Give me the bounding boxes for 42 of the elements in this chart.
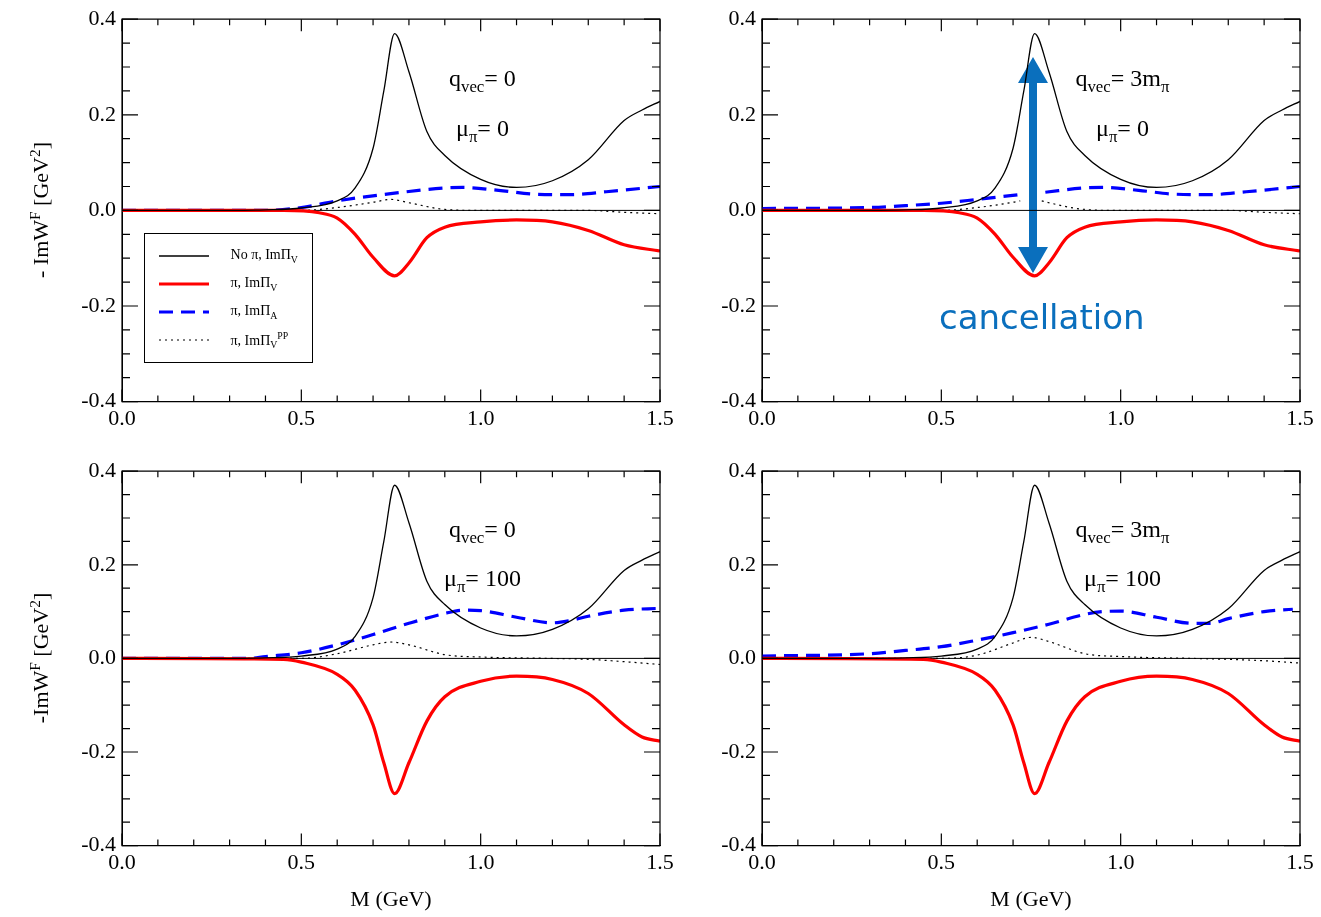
- x-axis-title: M (GeV): [990, 886, 1072, 912]
- y-tick-label: 0.2: [728, 100, 756, 126]
- y-tick-label: -0.2: [81, 291, 116, 317]
- x-tick-label: 1.5: [1286, 848, 1314, 874]
- x-axis-title: M (GeV): [350, 886, 432, 912]
- legend-label: No π, ImΠ$_{V}$: [230, 247, 298, 266]
- y-tick-label: -0.2: [721, 737, 756, 763]
- y-tick-label: 0.2: [728, 550, 756, 576]
- legend-label: π, ImΠ$_{A}$: [230, 303, 278, 322]
- y-tick-label: 0.4: [728, 456, 756, 482]
- annotation: q$_{vec}$= 3m$_{π}$: [1075, 516, 1170, 548]
- y-tick-label: 0.0: [88, 644, 116, 670]
- x-tick-label: 1.5: [1286, 404, 1314, 430]
- y-tick-label: -0.2: [721, 291, 756, 317]
- x-tick-label: 0.5: [927, 848, 956, 874]
- y-tick-label: 0.4: [88, 4, 116, 30]
- annotation: cancellation: [938, 297, 1145, 338]
- x-tick-label: 1.0: [1106, 404, 1135, 430]
- annotation: q$_{vec}$= 0: [449, 516, 516, 548]
- annotation: μ$_{π}$= 100: [444, 564, 521, 597]
- x-tick-label: 0.5: [287, 848, 316, 874]
- y-tick-label: 0.0: [88, 196, 116, 222]
- y-tick-label: 0.2: [88, 100, 116, 126]
- annotation: q$_{vec}$= 0: [449, 65, 516, 97]
- y-tick-label: -0.2: [81, 737, 116, 763]
- annotation: μ$_{π}$= 0: [456, 114, 509, 147]
- annotation: q$_{vec}$= 3m$_{π}$: [1075, 65, 1170, 97]
- x-tick-label: 1.0: [466, 404, 495, 430]
- x-tick-label: 1.5: [646, 404, 674, 430]
- x-tick-label: 0.5: [927, 404, 956, 430]
- y-tick-label: 0.0: [728, 644, 756, 670]
- y-tick-label: 0.4: [88, 456, 116, 482]
- x-tick-label: 1.0: [466, 848, 495, 874]
- annotation: μ$_{π}$= 100: [1084, 564, 1161, 597]
- x-tick-label: 0.5: [287, 404, 316, 430]
- x-tick-label: 1.5: [646, 848, 674, 874]
- y-tick-label: 0.4: [728, 4, 756, 30]
- annotation: μ$_{π}$= 0: [1096, 114, 1149, 147]
- y-tick-label: 0.0: [728, 196, 756, 222]
- x-tick-label: 1.0: [1106, 848, 1135, 874]
- legend-label: π, ImΠ$_{V}$: [230, 275, 278, 294]
- y-tick-label: 0.2: [88, 550, 116, 576]
